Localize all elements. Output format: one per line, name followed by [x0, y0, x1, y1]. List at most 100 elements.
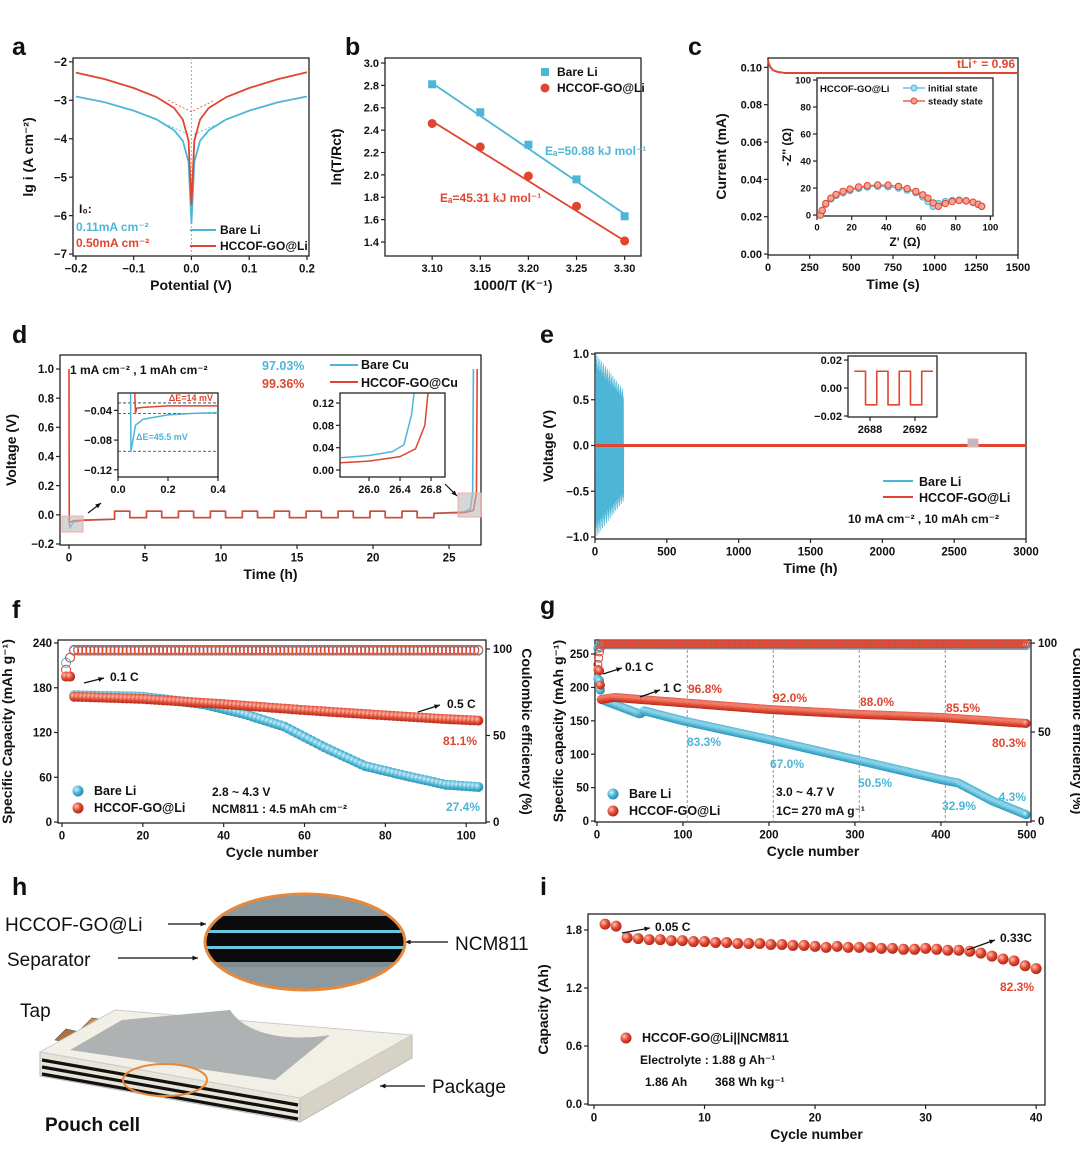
capacity-point [595, 680, 605, 690]
ce-point [343, 644, 354, 655]
capacity-point [1008, 955, 1020, 967]
y-tick-label: 0.0 [573, 441, 589, 453]
ce-point [77, 644, 88, 655]
x-tick-label: 40 [217, 831, 230, 843]
annotation: 81.1% [443, 734, 477, 748]
x-tick-label: 0 [66, 553, 72, 565]
x-tick-label: 3.20 [518, 263, 539, 275]
legend-marker [72, 802, 84, 814]
plot-frame [594, 639, 1032, 823]
rate-arrow-head [616, 667, 622, 672]
inset-series [340, 393, 429, 464]
x-axis-label: Z' (Ω) [889, 235, 920, 249]
ce-point [465, 644, 476, 655]
ce-point [416, 644, 427, 655]
electrode-area [70, 1010, 330, 1080]
layer-stripe [206, 949, 404, 962]
y-tick-label: 1.4 [364, 237, 380, 249]
label-pouch-cell: Pouch cell [45, 1115, 140, 1136]
ce-point [170, 644, 181, 655]
capacity-point [898, 943, 910, 955]
zoom-region-right [457, 492, 482, 518]
nyquist-point [854, 183, 863, 191]
y-axis-label: Voltage (V) [3, 414, 19, 486]
y-tick-label: 0 [46, 817, 52, 829]
y-tick-label: 0.06 [741, 137, 762, 149]
x-axis-label: Time (s) [866, 276, 919, 292]
y-tick-label: −0.04 [84, 405, 113, 417]
tafel-fit-hccof [168, 99, 215, 113]
ce-point [105, 644, 116, 655]
capacity-point [920, 942, 932, 954]
y-tick-label: 100 [795, 75, 811, 86]
capacity-point [632, 933, 644, 945]
y-axis-label: -Z'' (Ω) [780, 128, 794, 166]
panel-letter: g [540, 592, 555, 620]
y-axis-label: Voltage (V) [540, 410, 556, 482]
y-tick-label: 2.8 [364, 80, 379, 92]
nyquist-point [827, 194, 835, 202]
label-package: Package [432, 1077, 506, 1098]
ce-point [319, 644, 330, 655]
ce-point [307, 644, 318, 655]
data-point-circle [572, 201, 582, 211]
ce-point [121, 644, 132, 655]
y-tick-label: 1.0 [573, 349, 589, 361]
x-tick-label: 1000 [922, 262, 946, 274]
x-axis-label: Cycle number [767, 843, 860, 859]
y-tick-label: 150 [570, 716, 589, 728]
ce-point [428, 644, 439, 655]
cell-capacity: 1.86 Ah [645, 1075, 687, 1089]
ce-point [73, 644, 84, 655]
y-tick-label: 0.2 [38, 481, 54, 493]
capacity-point [1019, 960, 1031, 972]
exchange-current-hccof: 0.50mA cm⁻² [76, 236, 149, 250]
y-tick-label: −3 [54, 95, 67, 107]
x-tick-label: 2692 [903, 424, 927, 436]
y-tick-label: 0.00 [821, 383, 842, 395]
x-tick-label: 0.2 [160, 484, 175, 496]
y-axis-label: lg i (A cm⁻²) [20, 117, 36, 196]
nyquist-point [978, 202, 986, 210]
ce-point [93, 644, 104, 655]
annotation: 1C= 270 mA g⁻¹ [776, 804, 865, 818]
capacity-point [654, 934, 666, 946]
capacity-point [875, 942, 887, 954]
capacity-point [65, 671, 76, 682]
y-tick-label: 1.8 [566, 925, 583, 937]
ce-point [97, 644, 108, 655]
y-tick-label: 100 [570, 749, 589, 761]
ce-point [372, 644, 383, 655]
ce-point [380, 644, 391, 655]
x-tick-label: 0.0 [110, 484, 125, 496]
electrode-stripe [41, 1058, 299, 1107]
legend-label: HCCOF-GO@Li [557, 81, 645, 95]
capacity-point [595, 666, 605, 676]
capacity-point [643, 934, 655, 946]
y-tick-label: 0.6 [566, 1041, 582, 1053]
x-axis-label: Cycle number [226, 844, 319, 860]
ce-point [335, 644, 346, 655]
annotation: 88.0% [860, 695, 894, 709]
y-tick-label: 1.6 [364, 215, 379, 227]
test-condition: 10 mA cm⁻² , 10 mAh cm⁻² [848, 512, 999, 526]
ce-point [198, 644, 209, 655]
legend-marker [910, 97, 918, 105]
ce-point [440, 644, 451, 655]
ce-point [202, 644, 213, 655]
capacity-point [599, 918, 611, 930]
legend-marker-bare-li [541, 68, 549, 76]
nyquist-point [839, 187, 847, 196]
x-tick-label: 3000 [1013, 547, 1039, 559]
ce-point [214, 644, 225, 655]
ce-point [424, 644, 435, 655]
ce-point [339, 644, 350, 655]
ce-point [360, 644, 371, 655]
series-hccof-go-cu [68, 368, 478, 523]
ce-point [323, 644, 334, 655]
x-tick-label: 0.4 [210, 484, 226, 496]
arrow-anode-head [200, 921, 206, 927]
panel-c: 0 250 500 750 1000 1250 15000.000.020.040.060.… [713, 57, 1030, 292]
panel-letter: d [12, 321, 27, 349]
